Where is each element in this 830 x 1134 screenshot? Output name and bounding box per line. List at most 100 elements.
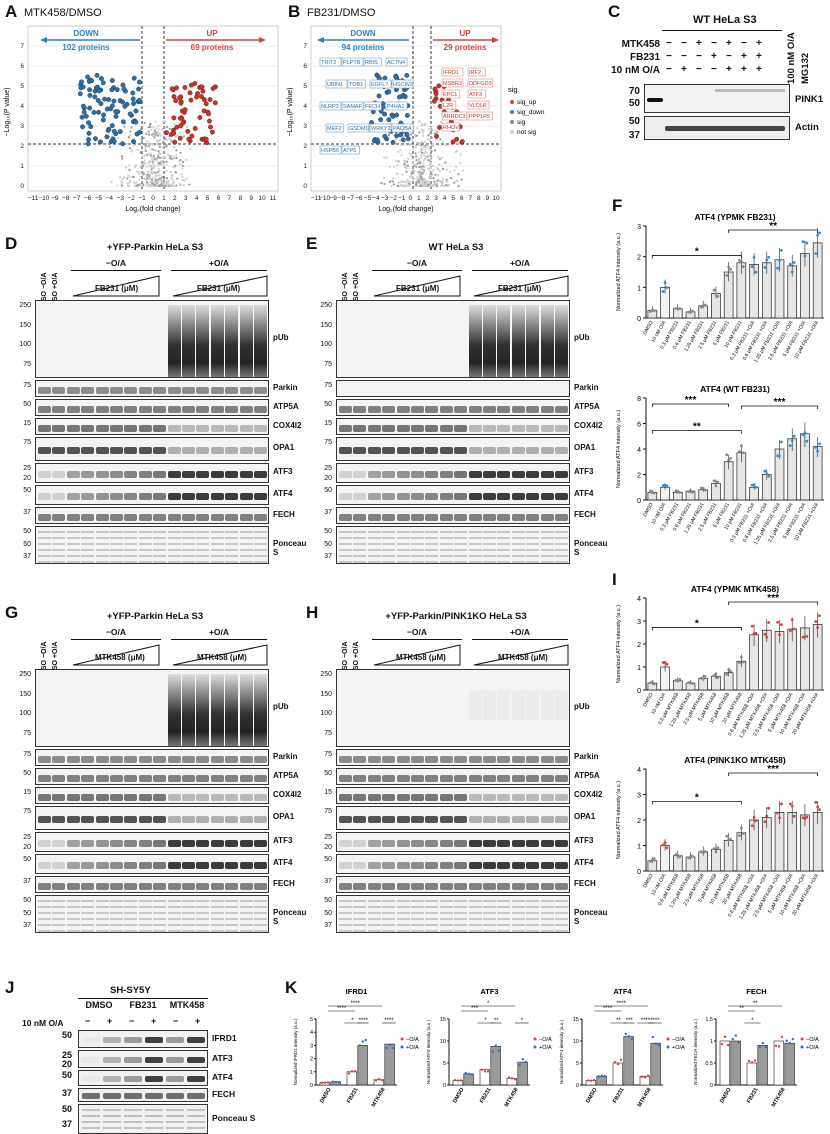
panel-label-b: B xyxy=(288,2,301,21)
sig-label: * xyxy=(521,1018,524,1024)
data-point xyxy=(703,850,707,853)
data-point xyxy=(353,1070,357,1073)
data-point xyxy=(665,484,669,488)
mw-label: 75 xyxy=(324,439,332,446)
panel-label-i: I xyxy=(612,570,617,589)
svg-text:UBIN1: UBIN1 xyxy=(327,82,343,88)
x-tick-label: DMSO xyxy=(452,1086,466,1104)
data-point xyxy=(701,486,705,490)
mw-label: 50 xyxy=(324,897,332,904)
data-point xyxy=(801,433,805,437)
svg-text:P4HA1: P4HA1 xyxy=(387,104,404,110)
data-point xyxy=(661,843,665,847)
data-point xyxy=(791,1037,794,1041)
data-point xyxy=(803,254,807,258)
data-point xyxy=(739,655,743,659)
y-tick-label: 8 xyxy=(637,396,641,403)
sig-label: **** xyxy=(641,1018,651,1024)
data-point xyxy=(350,1070,354,1073)
sig-label: **** xyxy=(384,1018,394,1024)
blot-row-parkin xyxy=(336,380,570,397)
sig-label: *** xyxy=(471,1006,479,1012)
y-tick-label: 4 xyxy=(637,596,641,603)
svg-text:−8: −8 xyxy=(338,195,346,202)
data-point xyxy=(776,266,779,270)
chart-k-fech: FECH 0 0.5 1 1.5 Normalized FECH intensity (a… xyxy=(693,987,819,1108)
data-point xyxy=(780,248,783,252)
y-tick-label: 5 xyxy=(576,1061,579,1067)
blot-label: FECH xyxy=(574,509,596,519)
y-axis-label: Normalized ATF3 intensity (a.u.) xyxy=(426,1020,431,1084)
y-tick-label: 0 xyxy=(710,1083,713,1089)
data-point xyxy=(764,1045,767,1049)
drug-label-2: FB231 (μM) xyxy=(498,284,542,293)
y-tick-label: 0 xyxy=(637,498,641,505)
blot-row-atp5a xyxy=(336,768,570,785)
svg-text:8: 8 xyxy=(477,195,481,202)
y-tick-label: 3 xyxy=(637,224,641,231)
data-point xyxy=(678,678,682,681)
mw-label: 50 xyxy=(324,487,332,494)
minus-oa: −O/A xyxy=(406,627,428,637)
data-point xyxy=(646,1074,650,1078)
mw-label: 250 xyxy=(320,671,332,678)
panel-label-h: H xyxy=(306,603,319,622)
data-point xyxy=(729,456,732,460)
y-tick-label: 1 xyxy=(637,844,641,851)
data-point xyxy=(480,1068,484,1071)
drug-label-1: MTK458 (μM) xyxy=(95,653,145,662)
blot-label: Parkin xyxy=(273,751,298,761)
mw-label: 20 xyxy=(23,475,31,482)
data-point xyxy=(790,618,794,622)
data-point xyxy=(765,814,769,818)
sig-label: * xyxy=(487,1001,490,1007)
y-tick-label: 4 xyxy=(637,447,641,454)
data-point xyxy=(780,623,783,626)
bar xyxy=(719,1040,731,1086)
y-tick-label: 1 xyxy=(637,665,641,672)
blot-label: ATF4 xyxy=(574,489,594,498)
chart-title: ATF3 xyxy=(480,987,498,996)
x-tick-label: DMSO xyxy=(642,692,655,708)
volcano-a-up: UP xyxy=(206,29,218,38)
blot-label: COX4I2 xyxy=(574,420,603,430)
svg-text:EPC1: EPC1 xyxy=(443,92,457,98)
x-tick-label: DMSO xyxy=(642,320,655,336)
x-tick-label: DMSO xyxy=(642,873,655,889)
data-point xyxy=(776,811,779,815)
drug-label-2: MTK458 (μM) xyxy=(498,653,548,662)
data-point xyxy=(380,1078,384,1082)
bar xyxy=(639,1075,651,1086)
data-point xyxy=(725,672,729,676)
minus-oa: −O/A xyxy=(105,627,127,637)
j-marks: − + − + − + xyxy=(85,1016,201,1026)
mw-label: 25 xyxy=(23,834,31,841)
chart-i-bottom: ATF4 (PINK1KO MTK458) 0 1 2 3 4 Normalized ATF… xyxy=(616,755,824,920)
mw-label: 75 xyxy=(324,808,332,815)
blot-row-atf4 xyxy=(336,854,570,874)
blot-label: COX4I2 xyxy=(273,420,302,430)
mw-label: 50 xyxy=(23,487,31,494)
svg-text:DDFGD3: DDFGD3 xyxy=(469,81,492,87)
svg-text:0: 0 xyxy=(303,183,307,190)
svg-text:NLRP3: NLRP3 xyxy=(321,104,339,110)
mw-label: 75 xyxy=(23,439,31,446)
data-point xyxy=(752,483,756,487)
svg-text:EGFL7: EGFL7 xyxy=(371,82,388,88)
mw-label: 75 xyxy=(324,382,332,389)
svg-text:TOB1: TOB1 xyxy=(349,82,363,88)
data-point xyxy=(331,1080,334,1083)
svg-text:−11: −11 xyxy=(28,195,39,202)
chart-title: ATF4 xyxy=(613,987,632,996)
c-extra-2: MG132 xyxy=(800,52,811,84)
mw-label: 250 xyxy=(19,671,31,678)
data-point xyxy=(388,1043,391,1047)
mw-label: 37 xyxy=(324,553,332,561)
bar xyxy=(384,1043,395,1086)
mw-label: 20 xyxy=(324,475,332,482)
svg-text:VLDLR: VLDLR xyxy=(469,103,487,109)
data-point xyxy=(818,231,821,235)
data-point xyxy=(691,490,694,494)
svg-text:RHOV: RHOV xyxy=(443,125,459,131)
blot-label: OPA1 xyxy=(574,443,596,452)
